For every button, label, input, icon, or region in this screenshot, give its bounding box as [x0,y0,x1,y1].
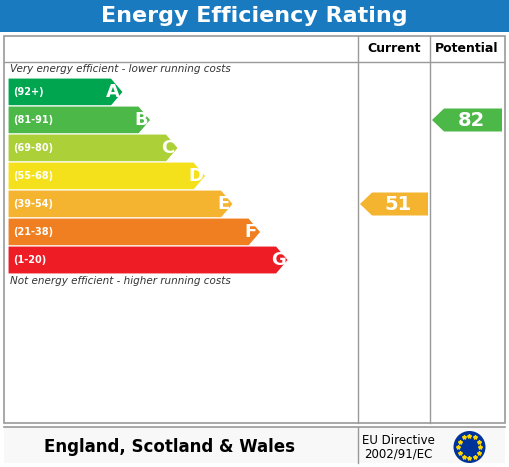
Text: 51: 51 [384,194,412,213]
Polygon shape [8,106,151,134]
Polygon shape [360,192,428,215]
Bar [358,36,504,62]
Circle shape [454,431,486,463]
Text: Potential: Potential [435,42,499,56]
Text: Very energy efficient - lower running costs: Very energy efficient - lower running co… [10,64,231,74]
Text: E: E [217,195,230,213]
Text: A: A [106,83,120,101]
Bar [4,36,505,423]
Text: (39-54): (39-54) [13,199,53,209]
Text: (21-38): (21-38) [13,227,53,237]
Text: (92+): (92+) [13,87,44,97]
Text: Energy Efficiency Rating: Energy Efficiency Rating [101,6,408,26]
Text: England, Scotland & Wales: England, Scotland & Wales [44,438,296,456]
Polygon shape [8,246,288,274]
Bar [0,0,509,32]
Polygon shape [8,218,261,246]
Text: EU Directive: EU Directive [361,434,435,447]
Text: C: C [162,139,175,157]
Text: G: G [271,251,286,269]
Bar [4,427,505,463]
Text: B: B [134,111,148,129]
Text: 82: 82 [458,111,485,129]
Text: F: F [245,223,257,241]
Polygon shape [8,134,178,162]
Text: (69-80): (69-80) [13,143,53,153]
Polygon shape [8,78,123,106]
Text: (81-91): (81-91) [13,115,53,125]
Text: Current: Current [367,42,421,56]
Polygon shape [8,190,233,218]
Text: 2002/91/EC: 2002/91/EC [364,448,432,461]
Polygon shape [8,162,206,190]
Text: (55-68): (55-68) [13,171,53,181]
Text: (1-20): (1-20) [13,255,46,265]
Text: Not energy efficient - higher running costs: Not energy efficient - higher running co… [10,276,231,286]
Polygon shape [432,108,502,132]
Text: D: D [188,167,203,185]
